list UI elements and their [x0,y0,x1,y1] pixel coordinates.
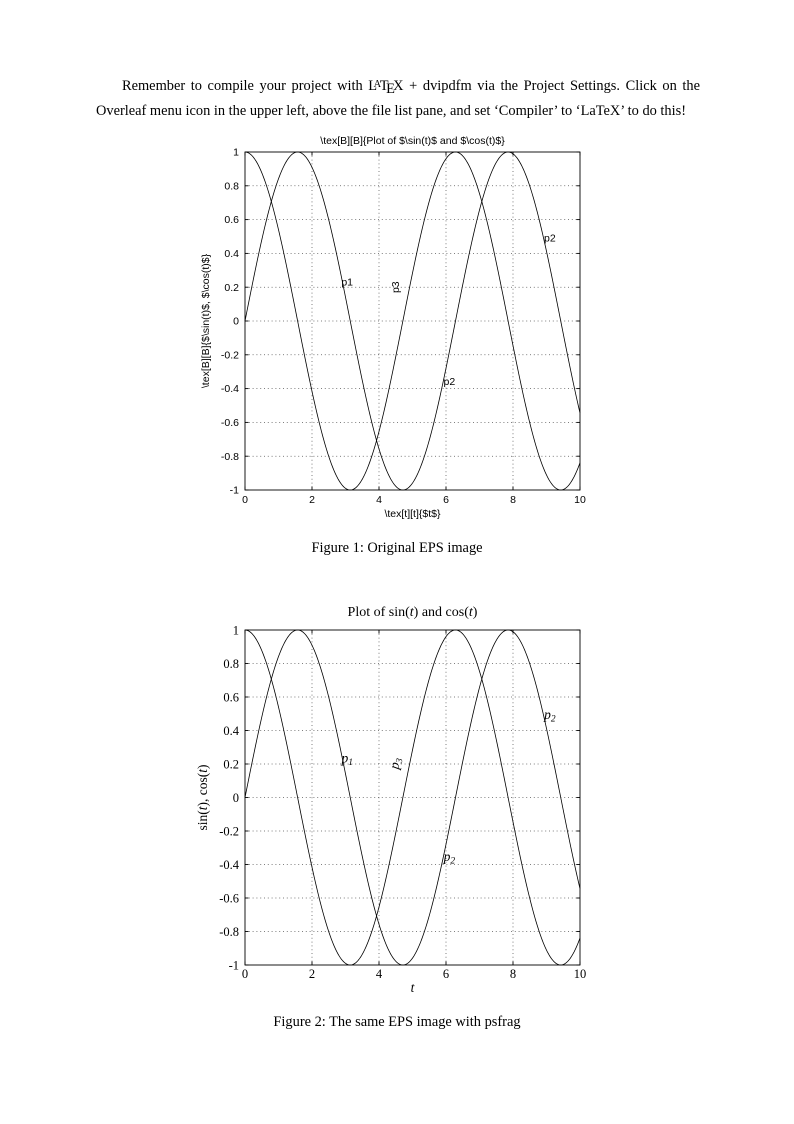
y-tick-label: 1 [233,623,239,637]
y-tick-label: 0 [233,791,239,805]
curve-annotation: p2 [543,707,556,725]
curve-annotation: p2 [444,376,456,388]
curve-annotation: p2 [443,849,456,867]
latex-logo-letter: X [393,78,404,94]
y-tick-label: 0.4 [223,724,239,738]
latex-logo-letter: E [386,81,395,98]
curve-annotation: p2 [544,233,556,245]
y-tick-label: -0.6 [221,417,239,429]
chart-title: Plot of sin(t) and cos(t) [348,605,478,620]
curve-annotation: p1 [341,277,353,289]
y-tick-label: -1 [229,958,239,972]
chart-title: \tex[B][B]{Plot of $\sin(t)$ and $\cos(t… [320,135,505,147]
y-tick-label: -1 [230,485,239,497]
x-tick-label: 4 [376,967,383,981]
paragraph-text-pre: Remember to compile your project with [122,78,369,94]
latex-logo-letter: T [379,78,389,94]
sin-curve [244,629,581,966]
x-tick-label: 0 [242,494,248,506]
y-tick-label: 0.2 [224,282,239,294]
cos-curve [244,629,581,966]
y-axis-label: sin(t), cos(t) [195,764,210,830]
y-axis-label: \tex[B][B]{$\sin(t)$, $\cos(t)$} [200,253,212,388]
figure2-caption: Figure 2: The same EPS image with psfrag [273,1014,521,1030]
figure1-plot: 0 2 4 6 8 10 1 0.8 0.6 0.4 0.2 0 -0.2 -0.4 -0.6 -0.8 -1 \… [200,135,586,520]
y-tick-label: -0.2 [221,349,239,361]
x-tick-label: 8 [510,494,516,506]
y-tick-label: -0.4 [221,383,239,395]
latex-logo: LATEX [368,78,404,98]
paragraph-text-post: + dvipdfm via the Project Settings. Clic… [96,78,700,119]
cos-curve [244,151,581,491]
x-tick-label: 10 [574,967,587,981]
curve-annotation: p3 [390,281,402,293]
y-tick-label: 0.8 [224,180,239,192]
x-tick-label: 2 [309,967,315,981]
y-tick-label: 0.6 [224,214,239,226]
y-tick-label: 0.6 [223,690,239,704]
curve-annotation: p1 [340,750,352,768]
y-tick-label: -0.4 [219,858,240,872]
x-tick-label: 6 [443,494,449,506]
x-tick-label: 2 [309,494,315,506]
intro-paragraph: Remember to compile your project with LA… [96,76,700,122]
x-tick-label: 8 [510,967,516,981]
y-tick-label: -0.6 [219,891,239,905]
y-tick-label: 0.2 [223,757,239,771]
y-tick-label: -0.8 [219,925,239,939]
figure1-caption: Figure 1: Original EPS image [311,540,483,556]
y-tick-label: 0.4 [224,248,239,260]
x-tick-label: 4 [376,494,382,506]
y-tick-label: 0 [233,316,239,328]
y-tick-label: 0.8 [223,657,239,671]
latex-logo-letter: A [373,79,382,91]
sin-curve [244,151,581,491]
figure2-plot: 0 2 4 6 8 10 1 0.8 0.6 0.4 0.2 0 -0.2 -0.4 -0.6 -0.8 -1 P… [195,605,587,995]
y-tick-label: -0.2 [219,824,239,838]
y-tick-label: -0.8 [221,451,239,463]
x-tick-label: 6 [443,967,449,981]
x-axis-label: t [411,980,416,995]
latex-logo-letter: L [368,78,378,94]
x-tick-label: 0 [242,967,248,981]
curve-annotation: p3 [386,756,405,772]
x-axis-label: \tex[t][t]{$t$} [384,508,441,520]
x-tick-label: 10 [574,494,586,506]
y-tick-label: 1 [233,147,239,159]
